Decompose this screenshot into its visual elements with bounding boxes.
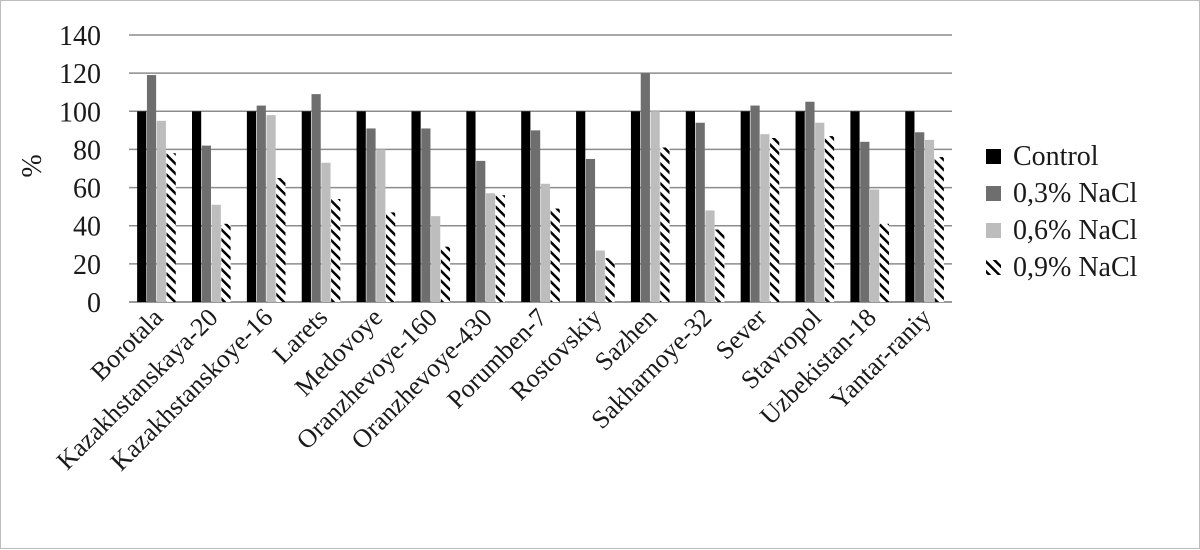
bar-porumben-7-series-4 xyxy=(550,208,560,302)
bar-stavropol-series-3 xyxy=(815,122,825,302)
bar-oranzhevoye-160-series-4 xyxy=(440,246,451,302)
bar-larets-series-4 xyxy=(331,199,341,302)
bar-yantar-raniy-series-1 xyxy=(905,111,915,303)
y-tick-label: 0 xyxy=(87,288,101,319)
bar-yantar-raniy-series-4 xyxy=(934,157,944,302)
bar-medovoye-series-4 xyxy=(386,212,396,302)
bar-sakharnoye-32-series-2 xyxy=(695,122,705,302)
bar-uzbekistan-18-series-2 xyxy=(860,141,870,302)
bar-sever-series-3 xyxy=(760,134,770,302)
bar-kazakhstanskaya-20-series-4 xyxy=(221,223,231,302)
bar-larets-series-3 xyxy=(321,162,331,302)
bar-uzbekistan-18-series-1 xyxy=(850,111,860,303)
legend: Control 0,3% NaCl 0,6% NaCl 0,9% NaCl xyxy=(986,141,1138,283)
bar-sakharnoye-32-series-3 xyxy=(705,210,715,302)
y-tick-label: 60 xyxy=(73,174,101,205)
bar-kazakhstanskaya-20-series-3 xyxy=(211,204,221,302)
bar-sazhen-series-1 xyxy=(630,111,641,303)
bar-rostovskiy-series-4 xyxy=(605,258,615,302)
y-tick-label: 140 xyxy=(59,21,101,52)
bar-stavropol-series-1 xyxy=(795,111,805,303)
y-tick-label: 100 xyxy=(59,97,101,128)
bar-sakharnoye-32-series-1 xyxy=(685,111,695,303)
legend-swatch xyxy=(986,186,1001,201)
y-tick-labels: 0 20 40 60 80 100 120 140 xyxy=(59,21,101,319)
y-axis-label: % xyxy=(17,154,48,177)
bar-oranzhevoye-160-series-2 xyxy=(421,128,431,302)
bar-kazakhstanskoye-16-series-1 xyxy=(246,111,257,303)
bar-uzbekistan-18-series-3 xyxy=(870,189,880,302)
gridlines xyxy=(129,34,952,303)
bar-kazakhstanskoye-16-series-3 xyxy=(266,115,276,302)
bar-yantar-raniy-series-2 xyxy=(915,132,925,302)
bar-borotala-series-1 xyxy=(137,111,147,303)
bar-medovoye-series-2 xyxy=(366,128,376,302)
y-tick-label: 40 xyxy=(73,212,101,243)
bar-sazhen-series-3 xyxy=(650,111,660,303)
legend-label: 0,9% NaCl xyxy=(1013,252,1138,283)
bar-kazakhstanskoye-16-series-2 xyxy=(256,105,266,302)
bar-oranzhevoye-160-series-3 xyxy=(431,216,441,302)
x-tick-labels: BorotalaKazakhstanskaya-20Kazakhstanskoy… xyxy=(51,302,937,476)
bar-medovoye-series-1 xyxy=(356,111,366,303)
bar-borotala-series-3 xyxy=(156,120,166,302)
bar-rostovskiy-series-2 xyxy=(585,158,596,302)
bar-kazakhstanskoye-16-series-4 xyxy=(276,178,286,302)
y-tick-label: 80 xyxy=(73,135,101,166)
y-tick-label: 120 xyxy=(59,59,101,90)
bar-rostovskiy-series-1 xyxy=(576,111,586,303)
bars xyxy=(137,73,944,303)
bar-medovoye-series-3 xyxy=(376,149,386,302)
bar-oranzhevoye-160-series-1 xyxy=(411,111,421,303)
legend-swatch xyxy=(986,223,1001,238)
bar-borotala-series-4 xyxy=(166,153,176,302)
bar-larets-series-1 xyxy=(301,111,311,303)
bar-rostovskiy-series-3 xyxy=(595,250,605,302)
legend-swatch xyxy=(986,149,1001,164)
bar-sever-series-2 xyxy=(750,105,760,302)
legend-swatch xyxy=(986,260,1001,275)
bar-stavropol-series-4 xyxy=(824,136,835,302)
bar-sever-series-4 xyxy=(770,137,780,302)
bar-porumben-7-series-2 xyxy=(531,130,541,302)
bar-kazakhstanskaya-20-series-1 xyxy=(192,111,202,303)
bar-porumben-7-series-3 xyxy=(540,183,550,302)
bar-oranzhevoye-430-series-2 xyxy=(476,160,486,302)
bar-yantar-raniy-series-3 xyxy=(924,139,935,302)
legend-label: 0,6% NaCl xyxy=(1013,215,1138,246)
bar-sazhen-series-2 xyxy=(640,73,650,303)
bar-sever-series-1 xyxy=(740,111,750,303)
bar-oranzhevoye-430-series-4 xyxy=(495,195,505,302)
bar-sazhen-series-4 xyxy=(660,147,670,302)
bar-kazakhstanskaya-20-series-2 xyxy=(201,145,211,302)
bar-stavropol-series-2 xyxy=(805,101,815,302)
bar-larets-series-2 xyxy=(311,94,321,302)
legend-label: Control xyxy=(1013,141,1099,172)
bar-sakharnoye-32-series-4 xyxy=(715,229,725,302)
bar-oranzhevoye-430-series-3 xyxy=(485,193,496,302)
bar-porumben-7-series-1 xyxy=(521,111,531,303)
bar-uzbekistan-18-series-4 xyxy=(879,223,889,302)
legend-label: 0,3% NaCl xyxy=(1013,178,1138,209)
bar-oranzhevoye-430-series-1 xyxy=(466,111,476,303)
bar-borotala-series-2 xyxy=(146,75,157,302)
y-tick-label: 20 xyxy=(73,250,101,281)
